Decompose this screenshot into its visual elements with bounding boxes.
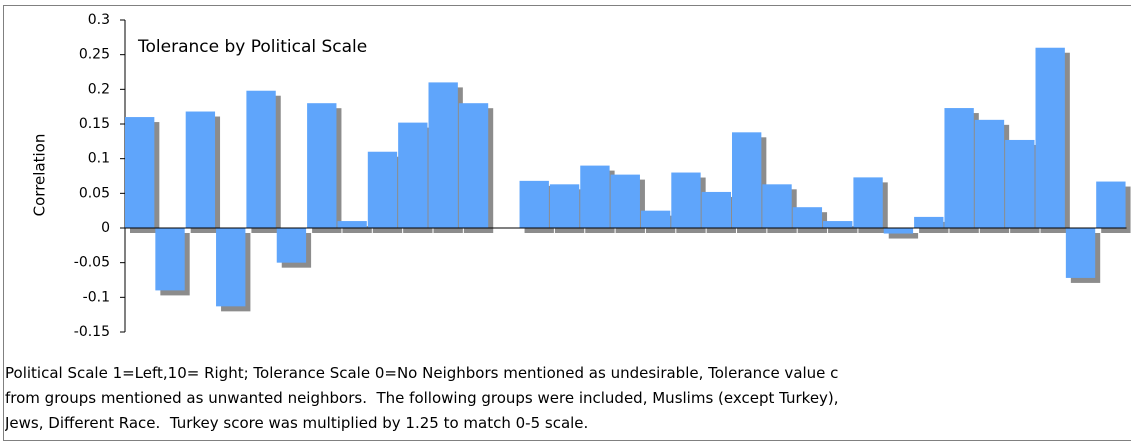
bar <box>580 165 610 228</box>
bar <box>337 221 367 228</box>
bar <box>155 228 185 291</box>
bar <box>549 184 580 228</box>
chart-frame <box>3 5 1131 441</box>
chart-title: Tolerance by Political Scale <box>137 37 367 57</box>
bar <box>671 172 701 228</box>
bar <box>914 216 944 228</box>
footnote-line: Political Scale 1=Left,10= Right; Tolera… <box>5 364 839 382</box>
bar <box>398 122 428 228</box>
bar <box>1096 181 1126 228</box>
bar <box>246 90 276 228</box>
bar <box>428 82 458 229</box>
bar <box>610 174 640 228</box>
bar <box>276 228 307 263</box>
y-tick-label: 0.1 <box>88 151 110 167</box>
bar-shadow <box>342 226 372 233</box>
bar <box>216 228 246 307</box>
bar <box>944 108 974 228</box>
bar <box>762 184 792 228</box>
bar-shadow <box>828 226 858 233</box>
y-tick-label: 0.25 <box>79 47 110 63</box>
bar <box>792 207 823 228</box>
bar <box>367 151 398 228</box>
bar <box>732 132 762 228</box>
bar-shadow <box>888 233 919 239</box>
bar <box>640 210 671 228</box>
y-tick-label: 0.05 <box>79 185 110 201</box>
y-tick-label: -0.1 <box>83 289 110 305</box>
bar <box>1035 47 1065 228</box>
bar <box>853 177 883 228</box>
bar <box>1005 139 1035 228</box>
bar <box>883 228 914 234</box>
footnote: Political Scale 1=Left,10= Right; Tolera… <box>5 361 1129 436</box>
bar <box>519 180 549 228</box>
bar <box>458 103 489 228</box>
y-tick-label: -0.15 <box>74 324 110 340</box>
y-axis-title: Correlation <box>31 134 49 217</box>
y-tick-label: -0.05 <box>74 255 110 271</box>
bar <box>185 111 216 228</box>
bar <box>701 191 731 228</box>
y-tick-label: 0.2 <box>88 81 110 97</box>
bar <box>307 103 337 228</box>
y-tick-label: 0.15 <box>79 116 110 132</box>
footnote-line: from groups mentioned as unwanted neighb… <box>5 389 839 407</box>
y-tick-label: 0 <box>101 220 110 236</box>
bar <box>125 117 155 228</box>
bar <box>1065 228 1096 278</box>
chart: Tolerance by Political Scale Correlation… <box>31 12 1131 340</box>
bar <box>974 119 1005 228</box>
bar <box>823 221 853 228</box>
y-tick-label: 0.3 <box>88 12 110 28</box>
footnote-line: Jews, Different Race. Turkey score was m… <box>5 414 589 432</box>
